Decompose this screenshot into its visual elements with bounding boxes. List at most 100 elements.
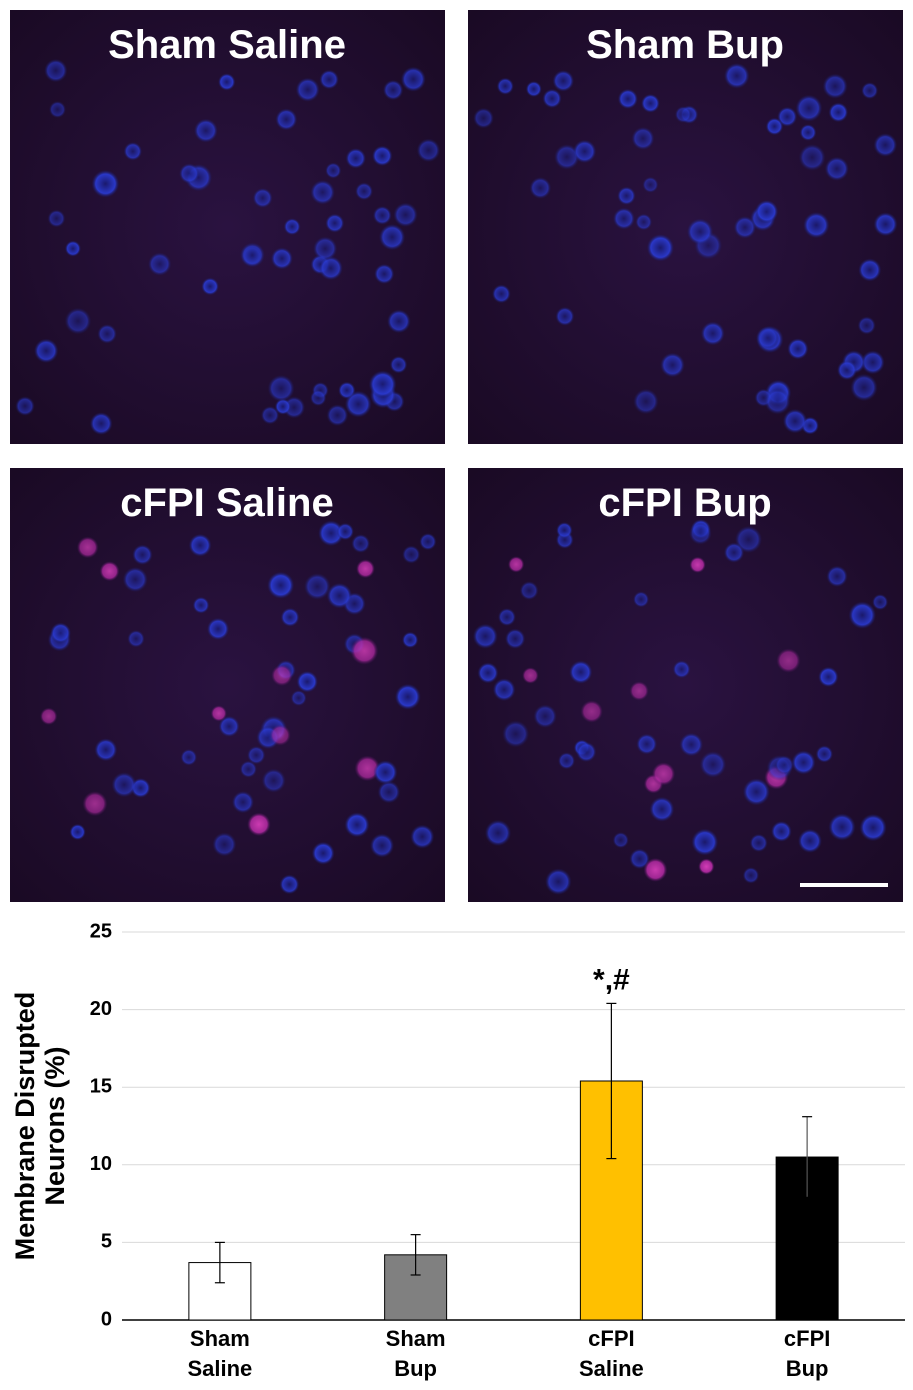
micrograph: [468, 468, 903, 902]
cell: [318, 520, 345, 547]
cell: [373, 760, 398, 785]
cell: [188, 533, 212, 557]
cell: [556, 522, 573, 539]
cell: [742, 867, 760, 884]
cell: [686, 218, 714, 245]
cell: [633, 591, 650, 608]
cell: [212, 832, 237, 857]
cell: [872, 594, 889, 611]
cell: [127, 630, 145, 648]
cell: [296, 670, 319, 693]
cell: [525, 81, 542, 98]
cell: [47, 209, 66, 228]
cell: [325, 213, 345, 233]
cell: [679, 732, 704, 757]
cell: [345, 148, 367, 169]
cell: [776, 648, 801, 673]
cell: [496, 77, 514, 95]
cell: [699, 751, 727, 778]
cell: [782, 408, 808, 434]
y-tick-label: 5: [101, 1231, 112, 1253]
cell: [201, 277, 219, 296]
cell: [123, 142, 143, 161]
panel-label: cFPI Saline: [120, 481, 333, 525]
error-bar: [410, 1234, 421, 1276]
cell: [633, 388, 659, 415]
cell: [218, 715, 240, 738]
cell: [260, 406, 280, 425]
cell: [326, 582, 353, 609]
cell: [791, 750, 816, 775]
cell: [279, 874, 300, 895]
cell: [402, 545, 421, 564]
cell: [239, 760, 258, 778]
cell: [132, 544, 153, 565]
cell: [858, 258, 882, 282]
cell: [111, 772, 137, 798]
cell: [269, 724, 291, 746]
cell: [828, 813, 856, 841]
cell: [770, 820, 792, 842]
cell: [660, 352, 685, 378]
cell: [180, 748, 198, 766]
cell: [303, 573, 331, 600]
cell: [651, 762, 676, 786]
cell: [389, 355, 408, 374]
cell: [798, 143, 826, 171]
cell: [192, 596, 210, 614]
cell: [636, 733, 658, 755]
cell: [629, 848, 650, 870]
x-tick-label: cFPI Saline: [578, 1326, 644, 1381]
micrograph: [468, 10, 903, 444]
cell: [356, 559, 375, 579]
cell: [179, 163, 200, 184]
cell: [873, 212, 898, 237]
cell: [295, 77, 320, 102]
cell: [617, 88, 638, 109]
cell: [824, 156, 849, 181]
y-tick-label: 10: [90, 1153, 112, 1175]
cell: [206, 617, 230, 641]
cell: [643, 857, 668, 882]
cell: [733, 216, 757, 239]
cell: [723, 62, 750, 89]
cell: [402, 631, 419, 649]
cell: [210, 705, 227, 722]
error-bar: [214, 1241, 225, 1284]
cell: [82, 791, 108, 817]
x-tick-label: cFPI Bup: [783, 1326, 831, 1381]
cell: [723, 542, 745, 563]
cell: [774, 755, 794, 775]
cell: [410, 824, 435, 849]
cell: [355, 182, 373, 201]
cell: [64, 307, 92, 335]
cell: [122, 566, 148, 593]
annotation: *,#: [593, 963, 630, 996]
cell: [580, 700, 603, 723]
cell: [552, 70, 575, 92]
cell: [64, 240, 81, 257]
cell: [350, 636, 379, 665]
cell: [218, 73, 236, 91]
cell: [351, 534, 371, 553]
cell: [44, 58, 68, 83]
cell: [326, 404, 349, 427]
cell: [247, 812, 271, 837]
cell: [310, 389, 327, 407]
cell: [325, 162, 342, 179]
cell: [313, 236, 338, 261]
cell: [755, 326, 780, 350]
cell: [484, 819, 512, 847]
cell: [378, 223, 406, 251]
cell: [419, 533, 437, 551]
cell: [94, 738, 118, 762]
cell: [39, 707, 58, 726]
cell: [787, 338, 809, 360]
cell: [311, 841, 335, 865]
cell: [193, 118, 218, 143]
cell: [689, 556, 706, 573]
cell: [318, 256, 343, 281]
cell: [344, 390, 372, 418]
